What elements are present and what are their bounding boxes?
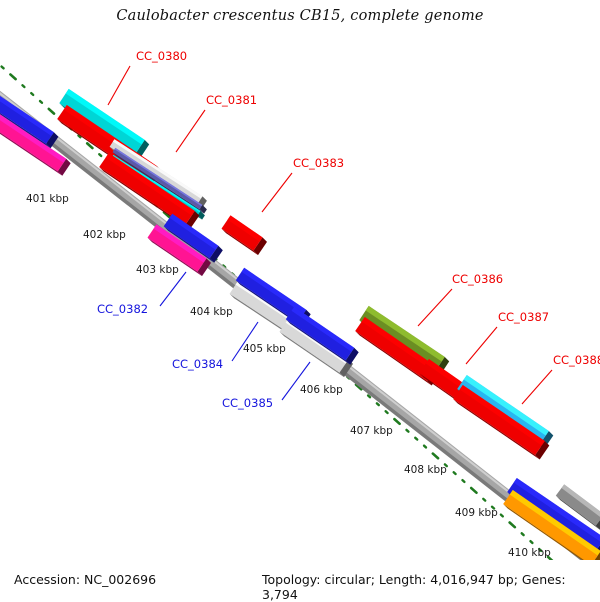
ruler-tick-labels: 401 kbp 402 kbp 403 kbp 404 kbp 405 kbp 406 k… (26, 193, 551, 559)
accession-text: Accession: NC_002696 (14, 572, 156, 587)
leader-line-CC_0384 (232, 322, 258, 361)
gene-label-CC_0386[interactable]: CC_0386 (452, 272, 503, 286)
gene-label-CC_0383[interactable]: CC_0383 (293, 156, 344, 170)
leader-line-CC_0386 (418, 289, 452, 326)
gene-label-CC_0388[interactable]: CC_0388 (553, 353, 600, 367)
ruler-tick-label: 408 kbp (404, 464, 447, 476)
gene-label-CC_0382[interactable]: CC_0382 (97, 302, 148, 316)
ruler-tick-label: 404 kbp (190, 306, 233, 318)
gene-label-CC_0381[interactable]: CC_0381 (206, 93, 257, 107)
leader-line-CC_0381 (176, 110, 205, 152)
leader-line-CC_0387 (466, 327, 497, 364)
gene-label-CC_0384[interactable]: CC_0384 (172, 357, 223, 371)
leader-line-CC_0380 (108, 66, 130, 105)
leader-line-CC_0382 (160, 272, 186, 306)
ruler-tick-label: 401 kbp (26, 193, 69, 205)
gene-label-CC_0385[interactable]: CC_0385 (222, 396, 273, 410)
ruler-tick-label: 410 kbp (508, 547, 551, 559)
leader-line-CC_0383 (262, 173, 292, 212)
ruler-tick-label: 402 kbp (83, 229, 126, 241)
ruler-tick-label: 405 kbp (243, 343, 286, 355)
leader-line-CC_0388 (522, 370, 552, 404)
gene-label-CC_0387[interactable]: CC_0387 (498, 310, 549, 324)
feature-red-0383 (222, 215, 268, 255)
gene-label-CC_0380[interactable]: CC_0380 (136, 49, 187, 63)
ruler-tick-label: 407 kbp (350, 425, 393, 437)
ruler-tick-label: 406 kbp (300, 384, 343, 396)
genome-stats-text: Topology: circular; Length: 4,016,947 bp… (262, 572, 600, 602)
ruler-tick-label: 409 kbp (455, 507, 498, 519)
ruler-tick-label: 403 kbp (136, 264, 179, 276)
